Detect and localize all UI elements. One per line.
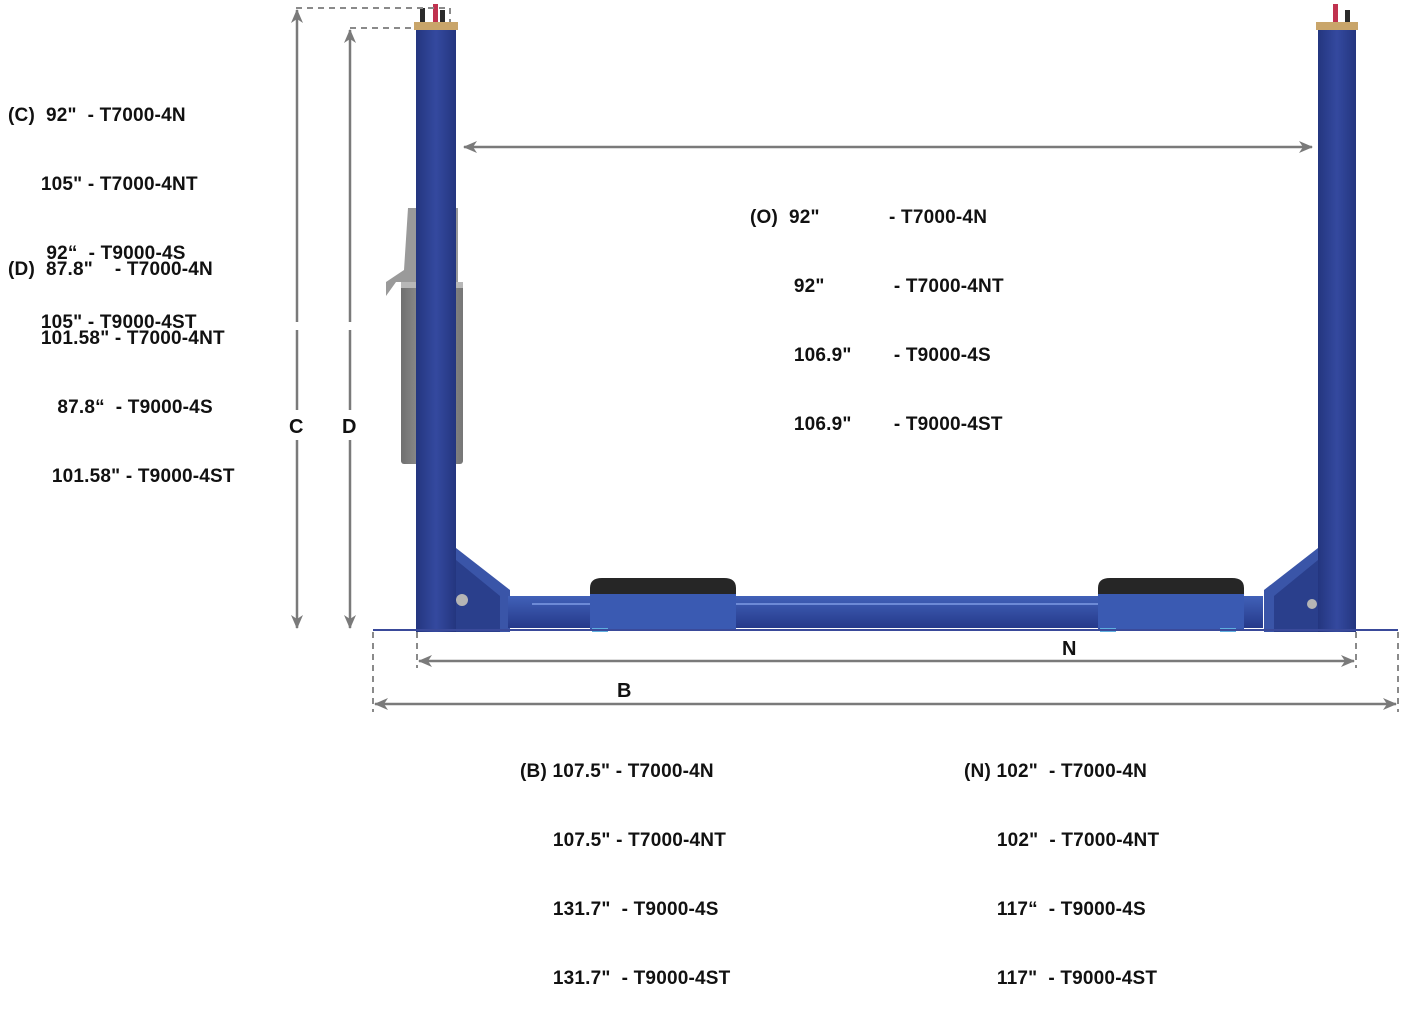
spec-b-row: 131.7" - T9000-4ST <box>520 967 730 990</box>
spec-o-tag: (O) <box>750 207 779 228</box>
spec-d-value: 87.8" <box>45 259 93 280</box>
spec-n-model: - T7000-4NT <box>1049 830 1160 851</box>
spec-n-row: (N) 102" - T7000-4N <box>964 760 1159 783</box>
dimension-letter-d: D <box>342 416 356 438</box>
dimension-letter-b: B <box>617 680 631 702</box>
spec-d-row: 101.58" - T9000-4ST <box>8 465 235 488</box>
spec-n-value: 102" <box>996 761 1038 782</box>
spec-b-model: - T7000-4NT <box>616 830 727 851</box>
spec-c-model: - T7000-4N <box>87 105 186 126</box>
spec-o-row: (O) 92" - T7000-4N <box>750 206 1004 229</box>
spec-n-row: 102" - T7000-4NT <box>964 829 1159 852</box>
spec-o-model: - T7000-4NT <box>893 276 1004 297</box>
spec-o: (O) 92" - T7000-4N 92" - T7000-4NT 106.9" -… <box>750 160 1004 459</box>
spec-o-value: 92" <box>793 276 825 297</box>
spec-o-value: 106.9" <box>793 345 852 366</box>
spec-c-row: (C) 92" - T7000-4N <box>8 104 198 127</box>
spec-o-value: 92" <box>789 207 820 228</box>
spec-d-model: - T7000-4NT <box>114 328 225 349</box>
dimension-letter-c: C <box>289 416 303 438</box>
spec-c-value: 92" <box>45 105 77 126</box>
spec-d-value: 101.58" <box>40 328 110 349</box>
spec-d-tag: (D) <box>8 259 35 280</box>
spec-n-value: 117“ <box>996 899 1038 920</box>
extension-lines <box>296 7 1399 712</box>
spec-c-value: 105" <box>40 174 83 195</box>
spec-n-model: - T9000-4ST <box>1048 968 1158 989</box>
dimension-letter-n: N <box>1062 638 1076 660</box>
spec-c-row: 105" - T7000-4NT <box>8 173 198 196</box>
spec-o-value: 106.9" <box>793 414 852 435</box>
spec-c-model: - T9000-4ST <box>87 312 197 333</box>
spec-n-model: - T9000-4S <box>1048 899 1146 920</box>
spec-b-row: 107.5" - T7000-4NT <box>520 829 730 852</box>
spec-d-row: 87.8“ - T9000-4S <box>8 396 235 419</box>
spec-c-value: 105" <box>40 312 83 333</box>
spec-c-tag: (C) <box>8 105 35 126</box>
spec-d-model: - T9000-4S <box>115 397 213 418</box>
spec-n-row: 117" - T9000-4ST <box>964 967 1159 990</box>
spec-o-row: 92" - T7000-4NT <box>750 275 1004 298</box>
spec-b: (B) 107.5" - T7000-4N 107.5" - T7000-4NT… <box>520 714 730 1013</box>
dimension-arrows <box>291 9 1397 710</box>
spec-o-model: - T9000-4S <box>893 345 991 366</box>
lift-arm <box>508 593 1263 632</box>
right-column <box>1264 4 1358 632</box>
spec-n-model: - T7000-4N <box>1048 761 1148 782</box>
spec-c-model: - T7000-4NT <box>87 174 198 195</box>
spec-c-model: - T9000-4S <box>88 243 186 264</box>
spec-o-row: 106.9" - T9000-4S <box>750 344 1004 367</box>
spec-o-row: 106.9" - T9000-4ST <box>750 413 1004 436</box>
spec-d-model: - T7000-4N <box>114 259 213 280</box>
left-column <box>414 4 510 632</box>
spec-b-row: (B) 107.5" - T7000-4N <box>520 760 730 783</box>
spec-c-value: 92“ <box>46 243 78 264</box>
lift-diagram: C D N B <box>289 4 1399 712</box>
spec-b-tag: (B) <box>520 761 547 782</box>
spec-d-value: 101.58" <box>51 466 121 487</box>
spec-d: (D) 87.8" - T7000-4N 101.58" - T7000-4NT… <box>8 212 235 511</box>
spec-d-row: 101.58" - T7000-4NT <box>8 327 235 350</box>
spec-d-row: (D) 87.8" - T7000-4N <box>8 258 235 281</box>
spec-b-value: 107.5" <box>552 830 611 851</box>
spec-d-model: - T9000-4ST <box>125 466 235 487</box>
lift-pads <box>590 578 1244 594</box>
spec-b-model: - T9000-4S <box>621 899 719 920</box>
spec-n-tag: (N) <box>964 761 991 782</box>
spec-b-value: 107.5" <box>552 761 611 782</box>
spec-c: (C) 92" - T7000-4N 105" - T7000-4NT 92“ … <box>8 58 198 357</box>
spec-b-row: 131.7" - T9000-4S <box>520 898 730 921</box>
spec-b-model: - T9000-4ST <box>621 968 731 989</box>
spec-c-row: 105" - T9000-4ST <box>8 311 198 334</box>
spec-d-value: 87.8“ <box>57 397 105 418</box>
spec-n-value: 117" <box>996 968 1038 989</box>
spec-b-value: 131.7" <box>552 968 611 989</box>
spec-o-model: - T9000-4ST <box>893 414 1003 435</box>
spec-o-model: - T7000-4N <box>889 207 988 228</box>
spec-n-row: 117“ - T9000-4S <box>964 898 1159 921</box>
spec-n: (N) 102" - T7000-4N 102" - T7000-4NT 117… <box>964 714 1159 1013</box>
spec-n-value: 102" <box>996 830 1039 851</box>
spec-c-row: 92“ - T9000-4S <box>8 242 198 265</box>
spec-b-model: - T7000-4N <box>615 761 714 782</box>
spec-b-value: 131.7" <box>552 899 611 920</box>
